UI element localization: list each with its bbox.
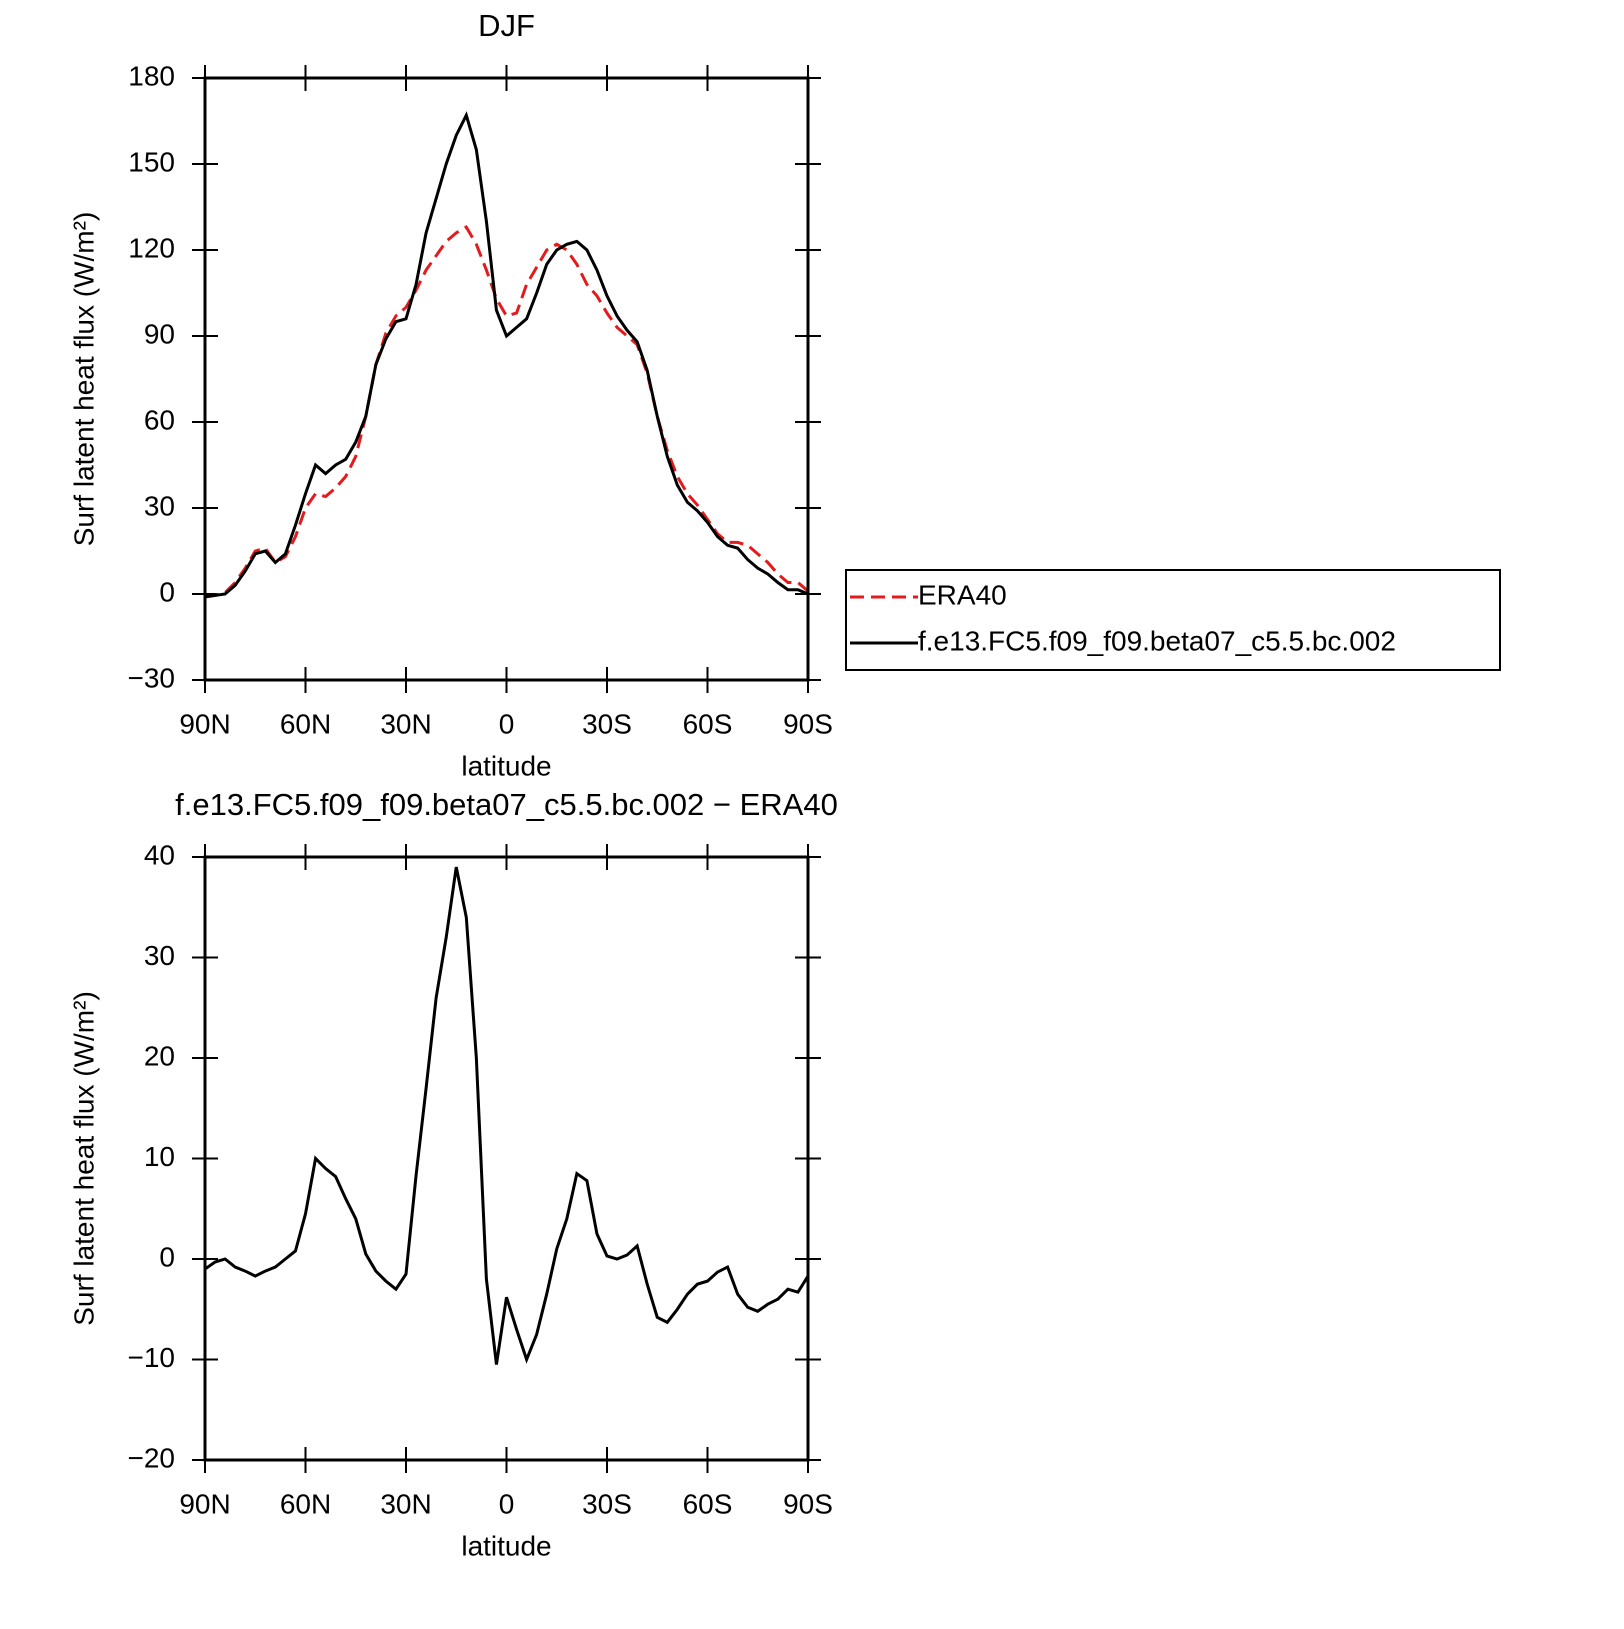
y-tick-label: 0 [159,576,175,607]
x-tick-label: 60S [683,1488,733,1519]
x-tick-label: 60N [280,708,331,739]
y-tick-label: 30 [144,940,175,971]
y-tick-label: 180 [128,60,175,91]
x-tick-label: 30N [380,1488,431,1519]
y-tick-label: −10 [128,1342,176,1373]
x-tick-label: 90N [179,708,230,739]
y-tick-label: 150 [128,146,175,177]
x-axis-label: latitude [461,1530,551,1561]
y-tick-label: −20 [128,1442,176,1473]
legend-label: ERA40 [918,579,1007,610]
x-tick-label: 90N [179,1488,230,1519]
x-tick-label: 30N [380,708,431,739]
series-line [204,866,810,1365]
chart-title: f.e13.FC5.f09_f09.beta07_c5.5.bc.002 − E… [175,787,838,822]
series-line [204,111,809,599]
x-tick-label: 60S [683,708,733,739]
y-axis-label: Surf latent heat flux (W/m²) [68,991,99,1326]
y-tick-label: 30 [144,490,175,521]
y-tick-label: 20 [144,1040,175,1071]
x-tick-label: 60N [280,1488,331,1519]
series-line [204,225,809,599]
chart-title: DJF [478,8,535,43]
y-tick-label: 90 [144,318,175,349]
y-tick-label: 40 [144,839,175,870]
x-tick-label: 30S [582,708,632,739]
plot-frame [203,855,810,1462]
y-axis-label: Surf latent heat flux (W/m²) [68,212,99,547]
x-tick-label: 0 [499,1488,515,1519]
x-tick-label: 90S [783,1488,833,1519]
x-tick-label: 90S [783,708,833,739]
legend-label: f.e13.FC5.f09_f09.beta07_c5.5.bc.002 [918,625,1396,656]
x-tick-label: 0 [499,708,515,739]
y-tick-label: 10 [144,1141,175,1172]
legend-box [845,569,1501,671]
plot-frame [203,76,810,682]
y-tick-label: 0 [159,1241,175,1272]
y-tick-label: 60 [144,404,175,435]
x-tick-label: 30S [582,1488,632,1519]
x-axis-label: latitude [461,750,551,781]
y-tick-label: −30 [128,662,176,693]
y-tick-label: 120 [128,232,175,263]
